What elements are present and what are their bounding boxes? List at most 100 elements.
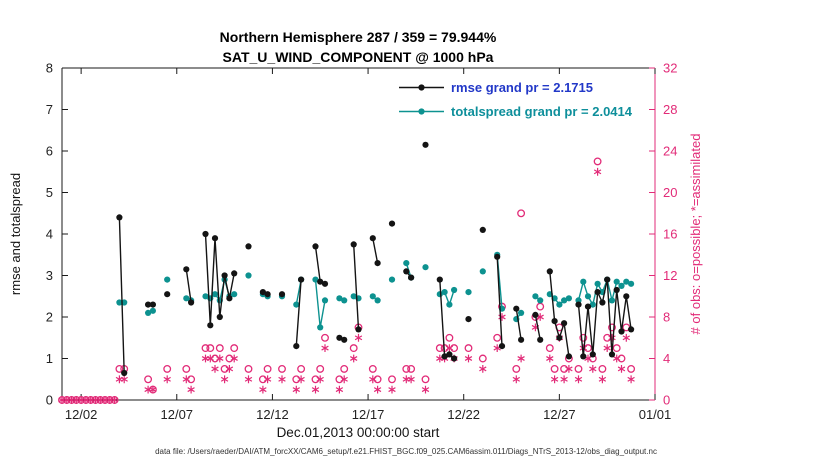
rmse-point — [278, 291, 286, 298]
possible-point — [244, 364, 253, 373]
y-left-tick-label: 7 — [46, 102, 53, 117]
totalspread-point — [183, 295, 190, 302]
rmse-point — [618, 328, 625, 335]
y-right-tick-label: 0 — [663, 393, 670, 408]
possible-point — [421, 375, 430, 384]
assimilated-point — [311, 385, 320, 394]
possible-point — [258, 375, 267, 384]
totalspread-point — [202, 293, 209, 300]
x-tick-label: 12/27 — [543, 407, 576, 422]
assimilated-point — [182, 375, 190, 384]
chart-title: Northern Hemisphere 287 / 359 = 79.944% — [220, 29, 497, 45]
y-right-tick-label: 20 — [663, 185, 677, 200]
y-left-tick-label: 2 — [46, 310, 53, 325]
assimilated-point — [589, 365, 597, 373]
possible-point — [311, 375, 320, 384]
totalspread-point — [584, 293, 592, 300]
assimilated-point — [517, 354, 525, 363]
possible-point — [536, 302, 545, 311]
rmse-point — [221, 272, 228, 279]
assimilated-point — [560, 375, 568, 384]
y-right-tick-label: 16 — [663, 227, 677, 242]
rmse-point — [408, 274, 415, 281]
totalspread-point — [589, 301, 596, 308]
assimilated-point — [479, 365, 487, 373]
assimilated-point — [546, 354, 554, 363]
assimilated-point — [613, 354, 621, 363]
assimilated-point — [216, 354, 224, 363]
possible-point — [368, 364, 377, 373]
assimilated-point — [115, 375, 124, 384]
totalspread-point — [164, 276, 171, 283]
legend-rmse-label: rmse grand pr = 2.1715 — [451, 80, 593, 95]
totalspread-point — [321, 297, 329, 304]
rmse-point — [589, 351, 596, 358]
rmse-point — [207, 322, 214, 329]
rmse-point — [145, 301, 152, 308]
rmse-point — [537, 336, 544, 343]
possible-point — [584, 344, 592, 353]
rmse-point — [164, 291, 171, 298]
totalspread-point — [565, 295, 573, 302]
totalspread-point — [336, 295, 343, 302]
y-right-tick-label: 12 — [663, 268, 677, 283]
possible-point — [407, 364, 416, 373]
rmse-point — [446, 351, 453, 358]
possible-point — [201, 344, 210, 353]
totalspread-point — [145, 309, 152, 316]
possible-point — [603, 333, 612, 342]
rmse-point — [465, 316, 472, 323]
rmse-point — [202, 230, 209, 238]
possible-point — [230, 344, 239, 353]
possible-point — [340, 364, 349, 373]
assimilated-point — [512, 375, 520, 384]
x-tick-label: 12/07 — [161, 407, 194, 422]
rmse-point — [298, 276, 305, 283]
possible-point — [182, 364, 191, 373]
assimilated-point — [388, 385, 396, 394]
assimilated-point — [230, 354, 238, 363]
possible-point — [545, 344, 554, 353]
assimilated-point — [464, 354, 473, 363]
rmse-point — [613, 286, 620, 294]
assimilated-point — [187, 385, 195, 394]
assimilated-point — [220, 375, 229, 384]
rmse-point — [436, 276, 443, 283]
possible-point — [215, 344, 224, 353]
possible-point — [225, 354, 234, 363]
assimilated-point — [244, 375, 253, 384]
totalspread-point — [388, 276, 396, 283]
assimilated-point — [316, 375, 324, 384]
rmse-point — [336, 334, 343, 341]
possible-point — [292, 375, 301, 384]
rmse-point — [623, 293, 630, 300]
totalspread-point — [479, 268, 486, 275]
y-left-tick-label: 4 — [46, 227, 53, 242]
y-right-tick-label: 4 — [663, 351, 670, 366]
x-tick-label: 12/02 — [65, 407, 98, 422]
y-left-tick-label: 1 — [46, 351, 53, 366]
assimilated-point — [402, 375, 410, 384]
possible-point — [297, 364, 306, 373]
plot-series — [58, 141, 636, 404]
totalspread-point — [350, 293, 357, 300]
series-assimilated — [58, 167, 635, 404]
possible-point — [115, 364, 124, 373]
assimilated-point — [373, 385, 382, 394]
assimilated-point — [292, 385, 300, 394]
totalspread-point — [594, 280, 601, 287]
rmse-point — [245, 243, 252, 250]
y-right-tick-label: 8 — [663, 310, 670, 325]
rmse-point — [599, 299, 606, 306]
possible-point — [560, 364, 569, 373]
x-tick-label: 12/22 — [447, 407, 480, 422]
y-left-tick-label: 6 — [46, 144, 53, 159]
assimilated-point — [350, 354, 358, 363]
assimilated-point — [201, 354, 210, 363]
rmse-point — [551, 318, 558, 325]
totalspread-point — [293, 301, 300, 308]
rmse-point — [575, 301, 582, 308]
totalspread-point — [451, 286, 458, 294]
totalspread-point — [623, 278, 630, 285]
